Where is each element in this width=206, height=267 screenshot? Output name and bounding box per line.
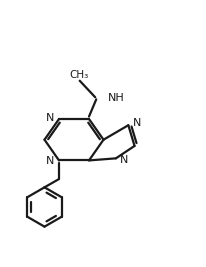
Text: CH₃: CH₃ [69,69,88,80]
Text: NH: NH [107,93,124,103]
Text: N: N [119,155,128,166]
Text: N: N [132,118,140,128]
Text: N: N [45,156,54,166]
Text: N: N [45,113,54,123]
